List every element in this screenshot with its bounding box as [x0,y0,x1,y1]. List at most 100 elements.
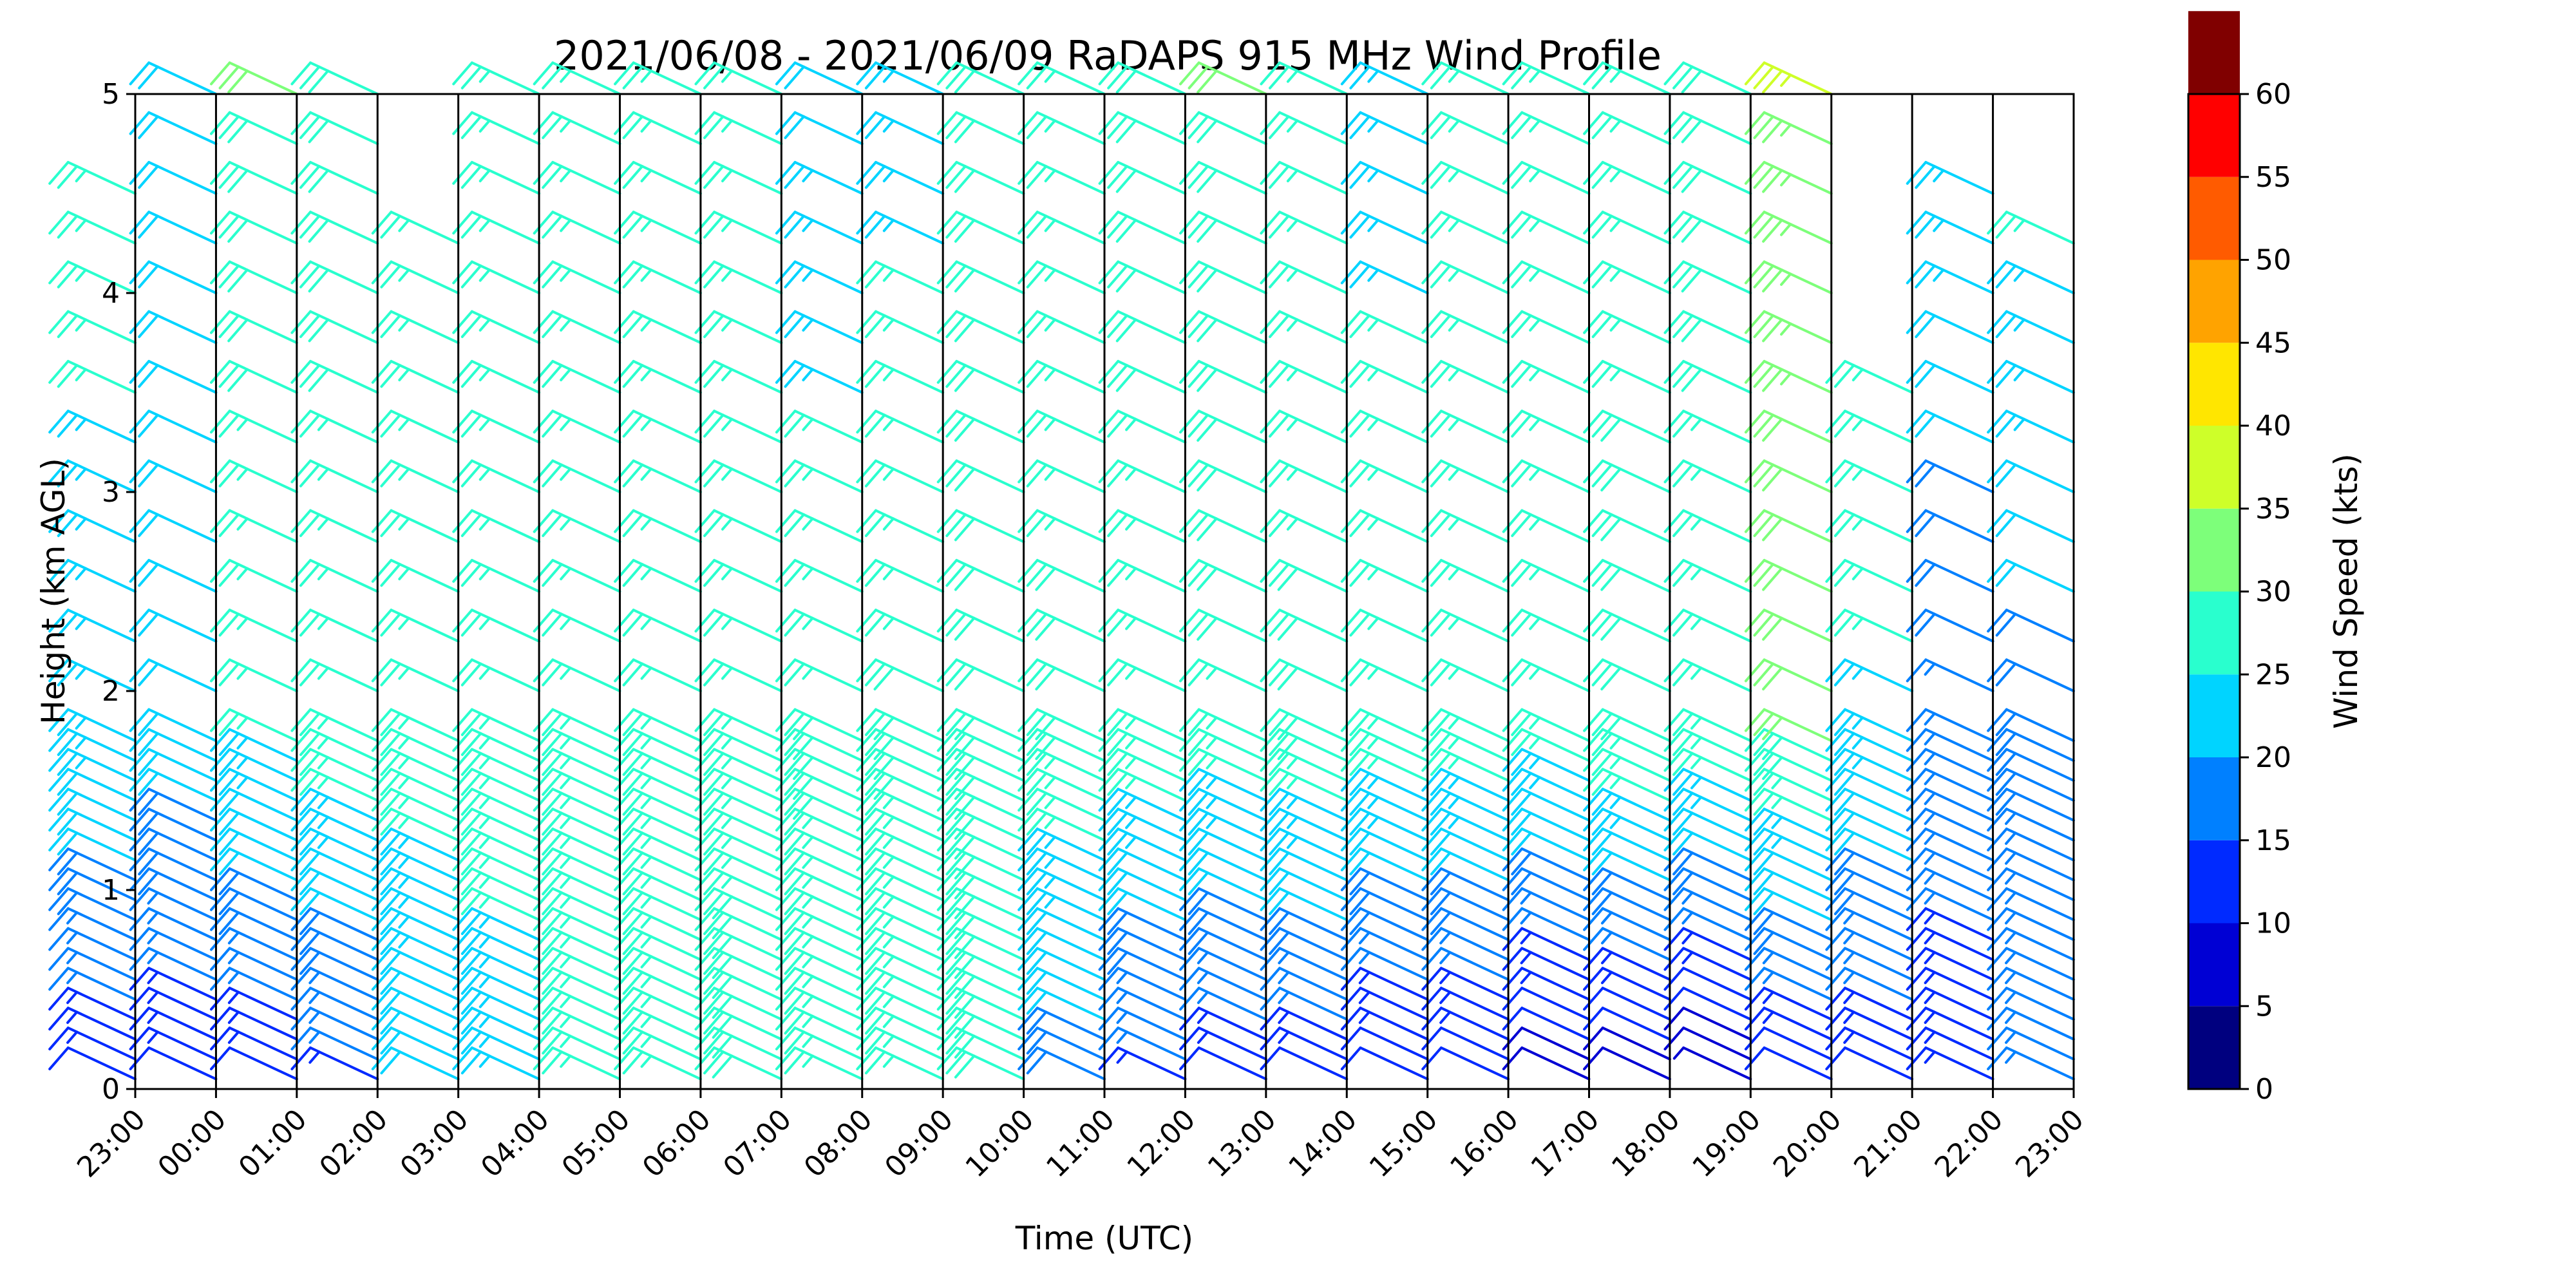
barb-shaft [228,1046,298,1081]
barb-shaft [632,927,702,961]
wind-barb [1583,459,1671,493]
barb-shaft [1278,867,1349,902]
barb-flag [1583,728,1604,752]
barb-shaft [1439,907,1510,942]
barb-flag [694,310,716,334]
barb-flag [299,662,321,687]
barb-flag [1906,907,1927,931]
barb-flag [1018,828,1039,852]
barb-shaft [470,558,541,593]
barb-flag [1995,662,2017,687]
barb-flag [936,1007,958,1031]
wind-barb [614,211,702,245]
barb-flag [1583,808,1604,832]
barb-flag [1681,368,1703,392]
barb-half-flag [1367,795,1379,810]
wind-barb [1179,609,1267,643]
wind-barb [614,609,702,643]
wind-barb [533,788,621,822]
barb-flag [1188,811,1209,836]
barb-flag [1511,165,1532,189]
barb-flag [712,1054,734,1079]
wind-barb [614,558,702,593]
barb-flag [703,563,724,587]
wind-barb [1987,748,2075,782]
barb-flag [1672,871,1694,896]
barb-half-flag [1044,468,1056,481]
barb-flag [1833,791,1855,816]
wind-barb [775,887,864,922]
barb-flag [622,214,644,239]
barb-shaft [1924,828,1994,862]
barb-flag [1762,716,1783,741]
barb-flag [614,111,635,135]
barb-flag [614,609,635,633]
barb-shaft [1439,359,1510,394]
barb-flag [542,513,563,537]
barb-flag [614,947,635,971]
barb-shaft [713,768,783,802]
barb-half-flag [882,567,895,581]
barb-flag [1421,1046,1443,1070]
wind-barb [1179,967,1267,1001]
barb-shaft [1439,1027,1510,1061]
barb-flag [1026,931,1048,955]
wind-barb [614,260,702,294]
wind-barb [209,708,298,743]
barb-flag [299,314,321,338]
wind-barb [290,1007,379,1041]
barb-half-flag [1924,791,1936,806]
barb-shaft [1117,768,1187,802]
barb-flag [138,165,159,189]
barb-flag [1179,788,1200,812]
barb-half-flag [398,667,410,680]
barb-flag [138,612,159,637]
barb-flag [1753,165,1775,189]
wind-barb [452,410,541,444]
barb-half-flag [478,218,491,232]
barb-half-flag [882,955,895,969]
wind-barb [1502,967,1591,1001]
barb-flag [936,907,958,931]
wind-barb [209,459,298,493]
barb-flag [694,728,716,752]
barb-half-flag [1924,811,1936,825]
barb-flag [945,752,967,776]
barb-flag [694,1046,716,1070]
barb-flag [209,927,231,951]
wind-barb [129,509,218,544]
barb-flag [1430,65,1452,90]
barb-half-flag [721,119,734,133]
barb-shaft [228,768,298,802]
barb-shaft [309,1007,379,1041]
barb-flag [1906,708,1927,732]
barb-flag [1179,728,1200,752]
wind-barb [1502,160,1591,195]
wind-barb [1260,987,1349,1021]
barb-flag [1260,967,1282,991]
barb-half-flag [236,417,249,431]
wind-barb [1583,887,1671,922]
barb-flag [452,359,473,384]
barb-shaft [1278,947,1349,981]
barb-flag [533,160,554,185]
barb-half-flag [1358,971,1371,985]
barb-shaft [2005,867,2075,902]
barb-flag [1268,413,1290,438]
barb-half-flag [882,269,895,282]
barb-shaft [1763,907,1833,942]
wind-barb [290,558,379,593]
colorbar-segment [2188,94,2240,177]
barb-flag [1179,887,1200,911]
barb-shaft [1682,609,1752,643]
barb-half-flag [1358,931,1371,945]
barb-flag [138,772,159,796]
barb-flag [542,791,563,816]
barb-half-flag [640,756,652,770]
barb-flag [452,558,473,583]
barb-flag [1672,831,1694,856]
barb-half-flag [721,776,734,790]
barb-flag [209,310,231,334]
barb-half-flag [1681,891,1694,905]
barb-half-flag [1609,70,1622,83]
